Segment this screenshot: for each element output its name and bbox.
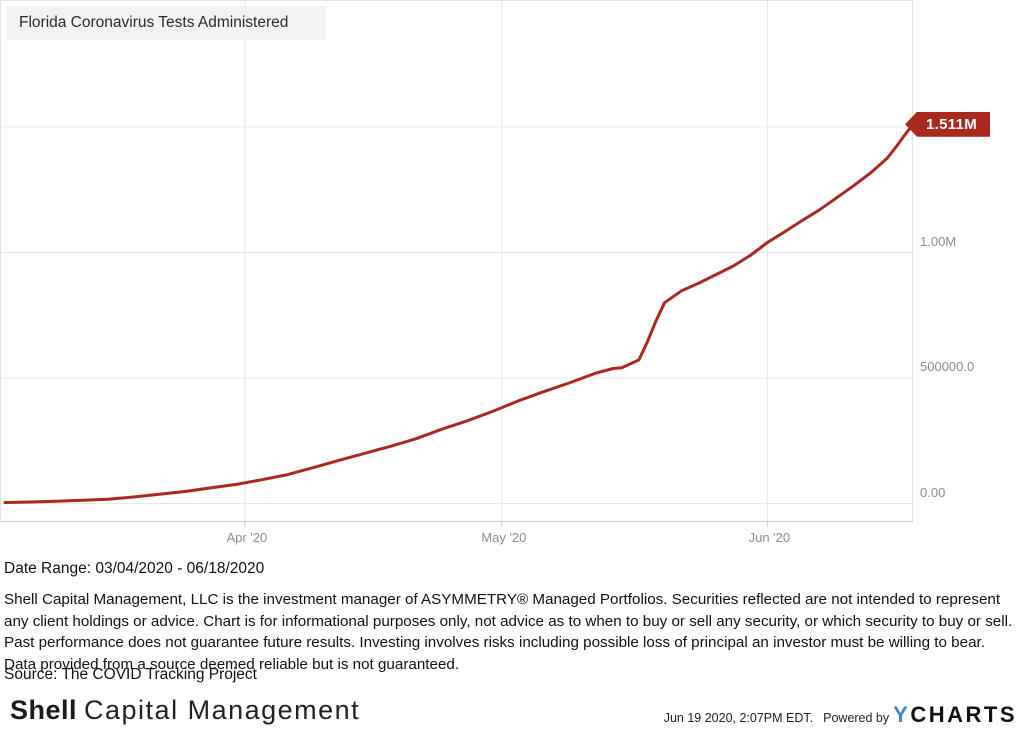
ycharts-y-letter: Y <box>893 702 911 727</box>
gridlines <box>0 1 913 522</box>
y-axis-tick-label: 0.00 <box>920 484 946 500</box>
y-axis-tick-label: 500000.0 <box>920 359 975 374</box>
chart-area: Florida Coronavirus Tests Administered 1… <box>0 0 991 545</box>
data-series-line <box>3 122 915 504</box>
chart-title: Florida Coronavirus Tests Administered <box>7 6 327 40</box>
axis-tick-marks <box>244 522 768 527</box>
logo-bold-text: Shell <box>10 695 78 725</box>
last-value-tag: 1.511M <box>905 111 991 137</box>
date-range-label: Date Range: 03/04/2020 - 06/18/2020 <box>4 560 265 577</box>
source-label: Source: The COVID Tracking Project <box>4 666 257 683</box>
y-axis-tick-label: 1.00M <box>920 233 957 249</box>
ycharts-charts-text: CHARTS <box>910 702 1017 727</box>
shell-capital-logo: Shell Capital Management <box>10 695 360 726</box>
ycharts-logo: YCHARTS <box>893 702 1017 728</box>
plot-border <box>0 0 913 522</box>
x-axis-tick-label: Apr '20 <box>226 530 268 545</box>
x-axis-tick-label: May '20 <box>481 530 527 545</box>
attribution-row: Jun 19 2020, 2:07PM EDT. Powered by YCHA… <box>664 702 1017 728</box>
timestamp-label: Jun 19 2020, 2:07PM EDT. <box>663 711 814 725</box>
powered-by-label: Powered by <box>823 711 890 725</box>
logo-rest-text: Capital Management <box>84 695 361 725</box>
disclaimer-text: Shell Capital Management, LLC is the inv… <box>4 591 1013 674</box>
line-chart-plot <box>0 0 915 527</box>
x-axis-tick-label: Jun '20 <box>748 530 791 545</box>
